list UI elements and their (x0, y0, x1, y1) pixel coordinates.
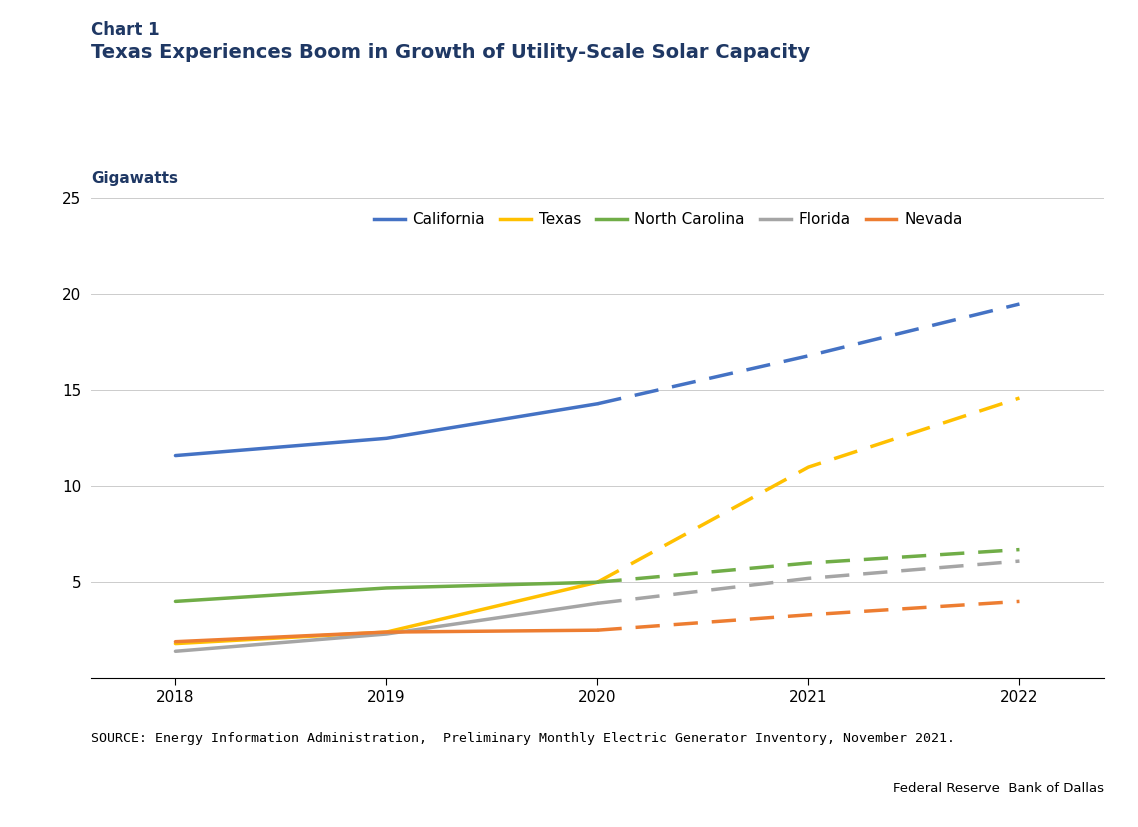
Text: SOURCE: Energy Information Administration,  Preliminary Monthly Electric Generat: SOURCE: Energy Information Administratio… (91, 732, 955, 745)
Text: Texas Experiences Boom in Growth of Utility-Scale Solar Capacity: Texas Experiences Boom in Growth of Util… (91, 43, 810, 62)
Text: Chart 1: Chart 1 (91, 21, 159, 39)
Text: Federal Reserve  Bank of Dallas: Federal Reserve Bank of Dallas (893, 782, 1104, 795)
Legend: California, Texas, North Carolina, Florida, Nevada: California, Texas, North Carolina, Flori… (369, 206, 968, 233)
Text: Gigawatts: Gigawatts (91, 171, 178, 186)
